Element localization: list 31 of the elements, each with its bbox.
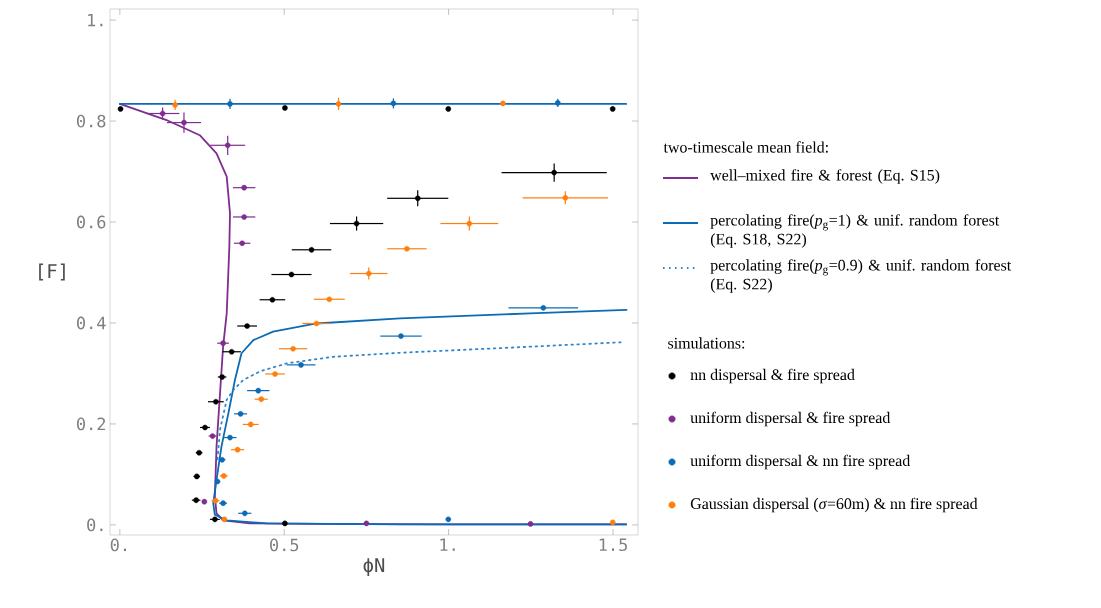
x-tick-label: 0. <box>110 538 126 552</box>
y-tick-label: 0.4 <box>76 316 106 330</box>
legend-label: uniform dispersal & fire spread <box>690 411 891 427</box>
text: two-timescale mean field: <box>663 141 828 153</box>
line-series <box>216 341 625 461</box>
text: percolating fire(p$_{g}$=0.9) & unif. random forest (Eq. S22) <box>710 259 1012 293</box>
text: percolating fire(p$_{g}$=1) & unif. random forest (Eq. S18, S22) <box>710 214 1000 248</box>
point <box>562 195 569 201</box>
legend-label: Gaussian dispersal (σ=60m) & nn fire spread <box>690 497 978 513</box>
y-tick-label: 0.8 <box>76 114 106 128</box>
legend-label: nn dispersal & fire spread <box>690 368 855 384</box>
x-tick-label: 1. <box>440 538 455 551</box>
point <box>181 119 187 126</box>
legend-label: well–mixed fire & forest (Eq. S15) <box>710 169 940 184</box>
point <box>414 195 421 202</box>
legend-label: uniform dispersal & nn fire spread <box>690 454 911 470</box>
point <box>466 220 473 227</box>
x-tick-label: 1.5 <box>599 538 627 552</box>
point <box>159 110 166 117</box>
y-tick-label: 0.2 <box>76 417 106 431</box>
point <box>224 142 231 149</box>
x-tick-label: 0.5 <box>270 538 299 552</box>
point <box>551 169 557 176</box>
text: simulations: <box>668 337 745 349</box>
point <box>365 270 372 277</box>
y-tick-label: 0. <box>87 518 103 532</box>
point <box>353 220 360 227</box>
y-tick-label: 0.6 <box>76 215 106 229</box>
y-tick-label: 1. <box>88 13 103 27</box>
y-axis-title: [F] <box>39 263 65 281</box>
x-axis-title: ϕN <box>363 558 385 576</box>
